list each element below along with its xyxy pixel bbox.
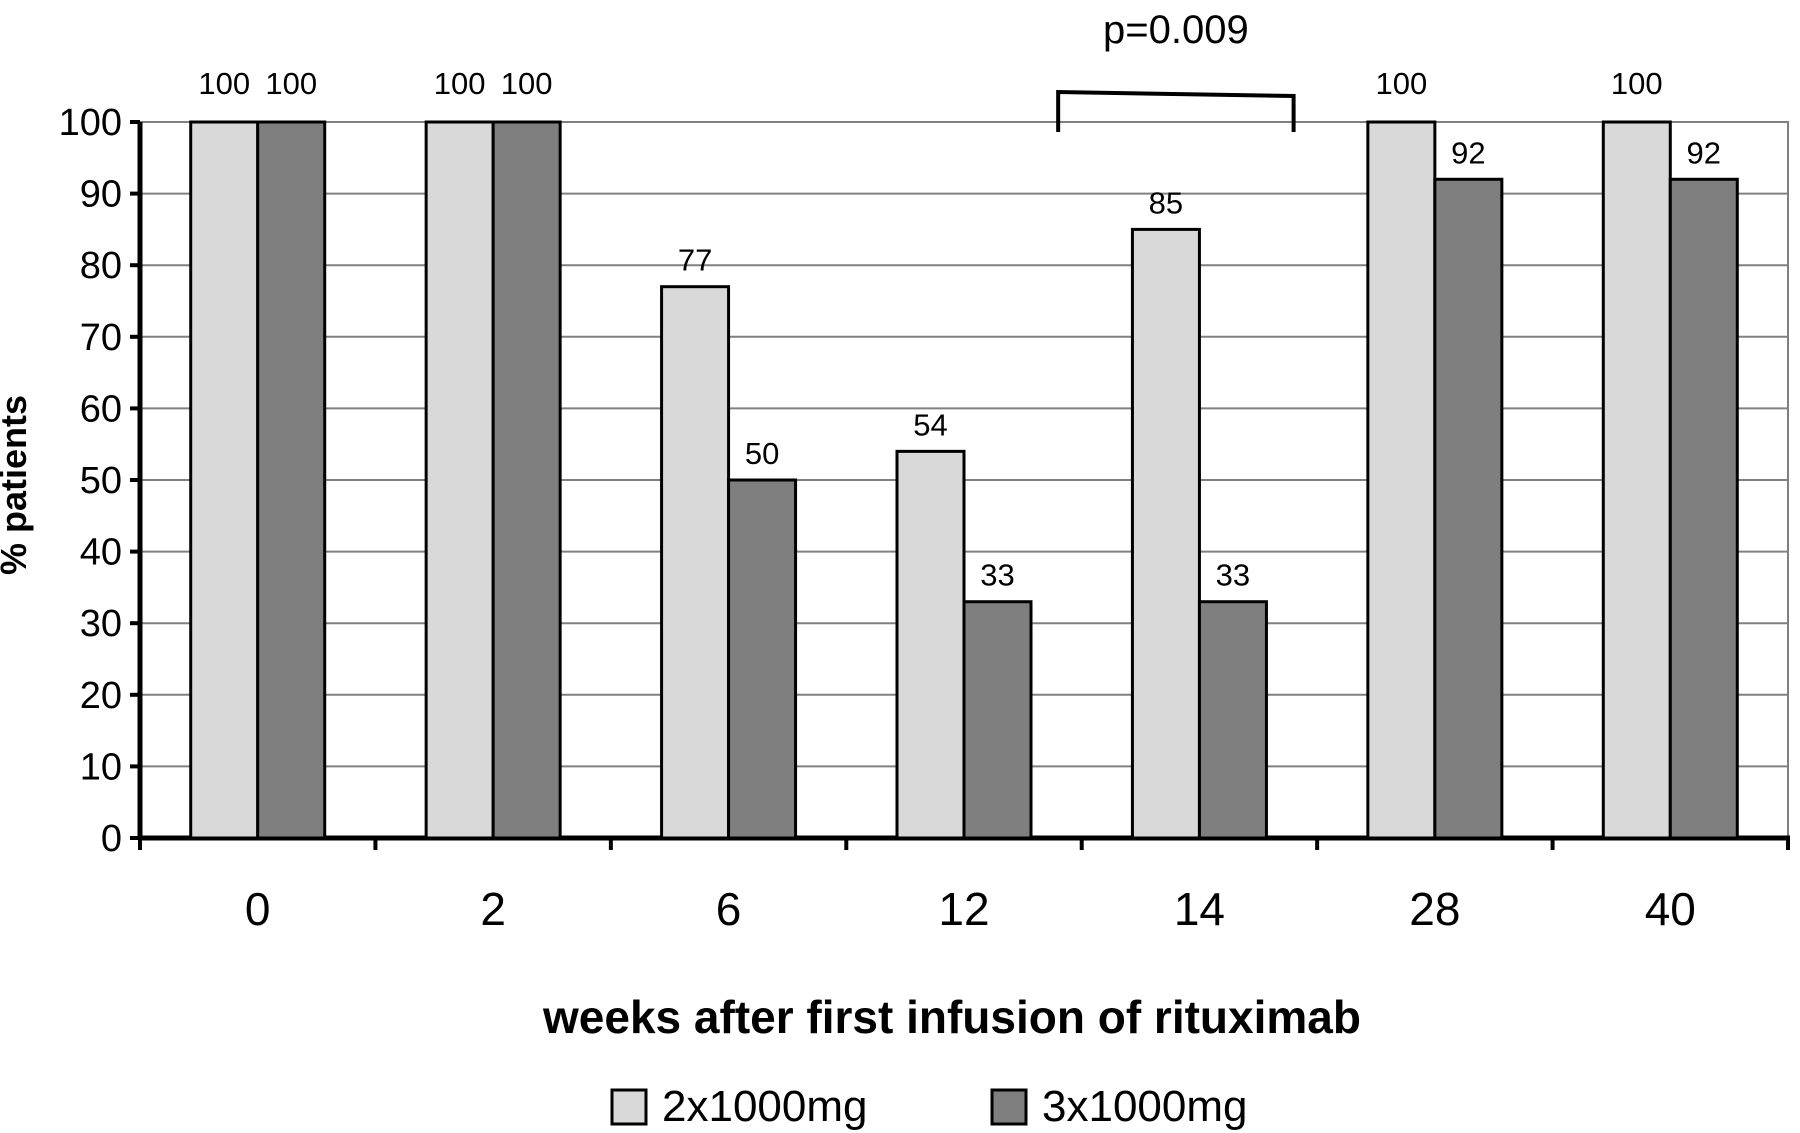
data-label-2x1000mg-week-14: 85 xyxy=(1149,185,1183,220)
data-label-3x1000mg-week-0: 100 xyxy=(265,66,317,101)
data-label-2x1000mg-week-12: 54 xyxy=(913,407,947,442)
bar-3x1000mg-week-2 xyxy=(491,120,562,840)
data-label-2x1000mg-week-2: 100 xyxy=(434,66,486,101)
bar-3x1000mg-week-12 xyxy=(962,600,1033,840)
data-label-3x1000mg-week-40: 92 xyxy=(1687,135,1721,170)
bar-3x1000mg-week-14 xyxy=(1197,600,1268,840)
y-tick-label-10: 10 xyxy=(80,746,122,788)
bar-3x1000mg-week-0 xyxy=(256,120,327,840)
y-tick-label-50: 50 xyxy=(80,460,122,502)
data-label-3x1000mg-week-28: 92 xyxy=(1451,135,1485,170)
x-tick-label-2: 2 xyxy=(480,883,506,935)
y-tick-label-80: 80 xyxy=(80,245,122,287)
legend-label-2x1000mg: 2x1000mg xyxy=(662,1082,867,1131)
data-label-2x1000mg-week-40: 100 xyxy=(1611,66,1663,101)
bar-2x1000mg-week-12 xyxy=(895,449,966,840)
data-label-2x1000mg-week-28: 100 xyxy=(1375,66,1427,101)
bar-3x1000mg-week-28 xyxy=(1433,177,1504,840)
bars xyxy=(189,120,1739,840)
legend-label-3x1000mg: 3x1000mg xyxy=(1042,1082,1247,1131)
y-tick-label-100: 100 xyxy=(59,102,122,144)
x-tick-label-40: 40 xyxy=(1645,883,1696,935)
x-tick-label-28: 28 xyxy=(1409,883,1460,935)
y-tick-label-20: 20 xyxy=(80,675,122,717)
y-tick-label-30: 30 xyxy=(80,603,122,645)
legend-swatch-2x1000mg xyxy=(610,1088,648,1126)
bar-2x1000mg-week-6 xyxy=(660,285,731,840)
y-tick-label-70: 70 xyxy=(80,317,122,359)
bar-3x1000mg-week-6 xyxy=(727,478,798,840)
data-label-3x1000mg-week-6: 50 xyxy=(745,436,779,471)
legend: 2x1000mg 3x1000mg xyxy=(610,1082,1247,1131)
y-tick-label-0: 0 xyxy=(101,818,122,860)
data-label-2x1000mg-week-0: 100 xyxy=(198,66,250,101)
significance-bracket xyxy=(1056,89,1296,132)
bar-labels: 100 100 100 100 77 50 54 33 85 33 100 92 100 92 xyxy=(198,66,1721,593)
significance-annotation: p=0.009 xyxy=(1056,8,1296,132)
x-tick-label-0: 0 xyxy=(245,883,271,935)
bar-3x1000mg-week-40 xyxy=(1668,177,1739,840)
legend-swatch-3x1000mg xyxy=(990,1088,1028,1126)
bar-2x1000mg-week-2 xyxy=(424,120,495,840)
x-tick-label-12: 12 xyxy=(938,883,989,935)
data-label-3x1000mg-week-2: 100 xyxy=(501,66,553,101)
y-tick-label-90: 90 xyxy=(80,174,122,216)
bar-2x1000mg-week-28 xyxy=(1366,120,1437,840)
data-label-3x1000mg-week-14: 33 xyxy=(1216,558,1250,593)
y-axis-title: % patients xyxy=(0,395,34,575)
data-label-3x1000mg-week-12: 33 xyxy=(980,558,1014,593)
bar-2x1000mg-week-14 xyxy=(1130,227,1201,840)
y-tick-label-60: 60 xyxy=(80,388,122,430)
p-value-label: p=0.009 xyxy=(1103,8,1249,52)
x-axis-title: weeks after first infusion of rituximab xyxy=(542,991,1361,1043)
y-axis: 0 10 20 30 40 50 60 70 80 90 100 xyxy=(59,102,143,860)
x-tick-label-6: 6 xyxy=(716,883,742,935)
data-label-2x1000mg-week-6: 77 xyxy=(678,243,712,278)
x-axis: 0 2 6 12 14 28 40 xyxy=(138,835,1790,935)
y-tick-label-40: 40 xyxy=(80,532,122,574)
x-tick-label-14: 14 xyxy=(1174,883,1225,935)
bar-2x1000mg-week-0 xyxy=(189,120,260,840)
bar-2x1000mg-week-40 xyxy=(1601,120,1672,840)
